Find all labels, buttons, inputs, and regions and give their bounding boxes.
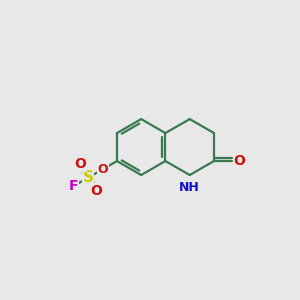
Text: O: O [74,158,86,171]
Text: O: O [90,184,102,198]
Text: S: S [82,170,94,185]
Text: F: F [69,179,79,193]
Text: O: O [98,163,108,176]
Text: O: O [234,154,245,168]
Text: NH: NH [179,181,200,194]
